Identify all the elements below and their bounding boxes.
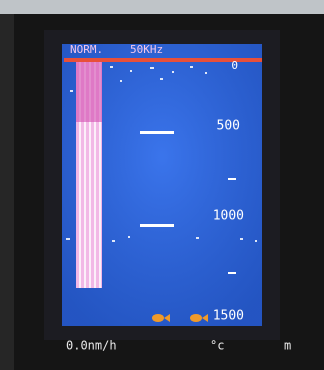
speed-readout: 0.0nm/h: [66, 339, 117, 353]
temperature-unit: °c: [210, 339, 224, 353]
echo-mark: [140, 224, 174, 227]
page: NORM. 50KHz 0 500 1000 1500 0.0nm/h °c m…: [0, 0, 324, 370]
zoom-bars: [76, 62, 102, 288]
fish-finder-photo: NORM. 50KHz 0 500 1000 1500 0.0nm/h °c m: [0, 0, 324, 370]
left-frame: [0, 14, 14, 370]
top-frame: [0, 0, 324, 14]
mode-label: NORM.: [70, 43, 103, 56]
scale-tick: [228, 272, 236, 274]
depth-label: 0: [231, 59, 238, 72]
depth-unit: m: [284, 339, 291, 353]
depth-label: 1500: [213, 309, 244, 324]
echo-mark: [140, 131, 174, 134]
scale-tick: [228, 178, 236, 180]
depth-label: 500: [217, 119, 240, 134]
frequency-label: 50KHz: [130, 43, 163, 56]
depth-label: 1000: [213, 209, 244, 224]
